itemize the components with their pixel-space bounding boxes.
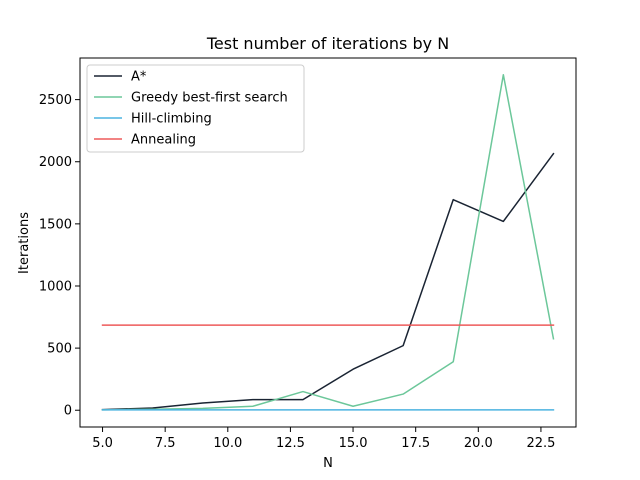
y-tick-label: 1500	[39, 217, 72, 232]
x-tick-label: 20.0	[464, 436, 493, 451]
legend: A* Greedy best-first search Hill-climbing A…	[86, 64, 305, 153]
x-axis-ticks: 5.0 7.5 10.0 12.5 15.0 17.5 20.0 22.5	[92, 427, 555, 451]
x-tick-label: 7.5	[155, 436, 176, 451]
y-tick-label: 0	[64, 404, 72, 419]
series-line-a	[101, 152, 555, 411]
x-tick-label: 17.5	[401, 436, 430, 451]
legend-box	[86, 64, 305, 153]
series-line-greedy-best-first-search	[101, 74, 555, 411]
x-tick-label: 5.0	[92, 436, 113, 451]
y-axis-label: Iterations	[17, 212, 32, 274]
x-tick-label: 22.5	[526, 436, 555, 451]
legend-label: Greedy best-first search	[131, 91, 288, 106]
legend-label: Annealing	[131, 133, 196, 148]
legend-entries: A* Greedy best-first search Hill-climbing A…	[94, 70, 288, 148]
y-axis-ticks: 0 500 1000 1500 2000 2500	[39, 93, 80, 419]
legend-label: Hill-climbing	[131, 112, 212, 127]
y-tick-label: 2500	[39, 93, 72, 108]
x-tick-label: 12.5	[276, 436, 305, 451]
x-axis-label: N	[323, 456, 333, 471]
legend-label: A*	[131, 70, 147, 85]
y-tick-label: 500	[47, 342, 72, 357]
plot-area-frame	[79, 57, 577, 428]
x-tick-label: 15.0	[339, 436, 368, 451]
chart-title: Test number of iterations by N	[206, 34, 449, 53]
series-layer	[101, 74, 555, 411]
y-tick-label: 1000	[39, 279, 72, 294]
y-tick-label: 2000	[39, 155, 72, 170]
x-tick-label: 10.0	[213, 436, 242, 451]
